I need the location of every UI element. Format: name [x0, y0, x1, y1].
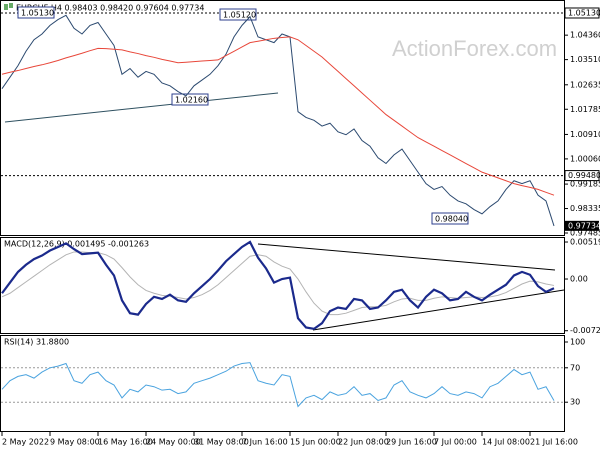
annotation-box	[219, 8, 257, 21]
annotation-label: 0.98040	[435, 215, 468, 224]
y-tick-label: 70	[570, 363, 580, 372]
trendline	[257, 243, 556, 271]
x-tick-label: 7 Jun 16:00	[242, 438, 288, 447]
x-tick-label: 22 Jun 08:00	[338, 438, 389, 447]
x-tick-label: 15 Jun 00:00	[290, 438, 341, 447]
series-line	[1, 362, 555, 408]
y-tick-label: 1.01785	[570, 105, 600, 114]
y-tick-label: 0.005196	[570, 238, 600, 247]
x-tick-label: 14 Jul 08:00	[482, 438, 530, 447]
y-tick-label: 1.03510	[570, 55, 600, 64]
annotation-label: 1.05120	[223, 11, 256, 20]
rsi-panel	[0, 335, 565, 432]
title-icon	[4, 3, 13, 10]
level-label: 1.05130	[568, 8, 600, 17]
level-label: 0.99480	[568, 171, 600, 180]
y-tick-label: 0.98335	[570, 204, 600, 213]
series-line	[1, 240, 555, 331]
watermark: ActionForex.com	[392, 36, 557, 61]
price-panel	[0, 0, 565, 236]
x-tick-label: 7 Jul 00:00	[434, 438, 477, 447]
y-tick-label: 100	[570, 338, 585, 347]
y-tick-label: 1.00060	[570, 154, 600, 163]
y-tick-label: 0.99185	[570, 180, 600, 189]
y-tick-label: 1.04360	[570, 31, 600, 40]
trendline	[312, 289, 565, 331]
trendline	[4, 92, 279, 123]
level-box	[564, 7, 600, 19]
y-tick-label: 0.97485	[570, 229, 600, 238]
chart-title: EURCHF,H4 0.98403 0.98420 0.97604 0.9773…	[16, 4, 204, 13]
y-tick-label: 1.00910	[570, 130, 600, 139]
annotation-box	[431, 212, 469, 225]
x-tick-label: 9 May 08:00	[50, 438, 100, 447]
y-tick-label: 30	[570, 398, 580, 407]
x-tick-label: 16 May 16:00	[98, 438, 153, 447]
x-tick-label: 21 Jul 16:00	[530, 438, 578, 447]
annotation-box	[17, 6, 55, 19]
annotation-box	[171, 93, 209, 106]
y-tick-label: 1.02635	[570, 80, 600, 89]
level-box	[564, 170, 600, 182]
last-price-label: 0.97734	[568, 221, 600, 230]
annotation-label: 1.02160	[175, 96, 208, 105]
macd-panel	[0, 237, 565, 334]
series-line	[1, 36, 555, 196]
last-price-box	[565, 220, 599, 231]
macd-title: MACD(12,26,9) 0.001495 -0.001263	[4, 240, 149, 249]
rsi-title: RSI(14) 31.8800	[4, 338, 69, 347]
x-tick-label: 31 May 08:00	[194, 438, 249, 447]
x-tick-label: 29 Jun 16:00	[386, 438, 437, 447]
y-tick-label: 0.00	[570, 275, 588, 284]
annotation-label: 1.05130	[21, 9, 54, 18]
x-tick-label: 2 May 2022	[2, 438, 49, 447]
y-tick-label: -0.007259	[570, 326, 600, 335]
x-tick-label: 24 May 00:00	[146, 438, 201, 447]
